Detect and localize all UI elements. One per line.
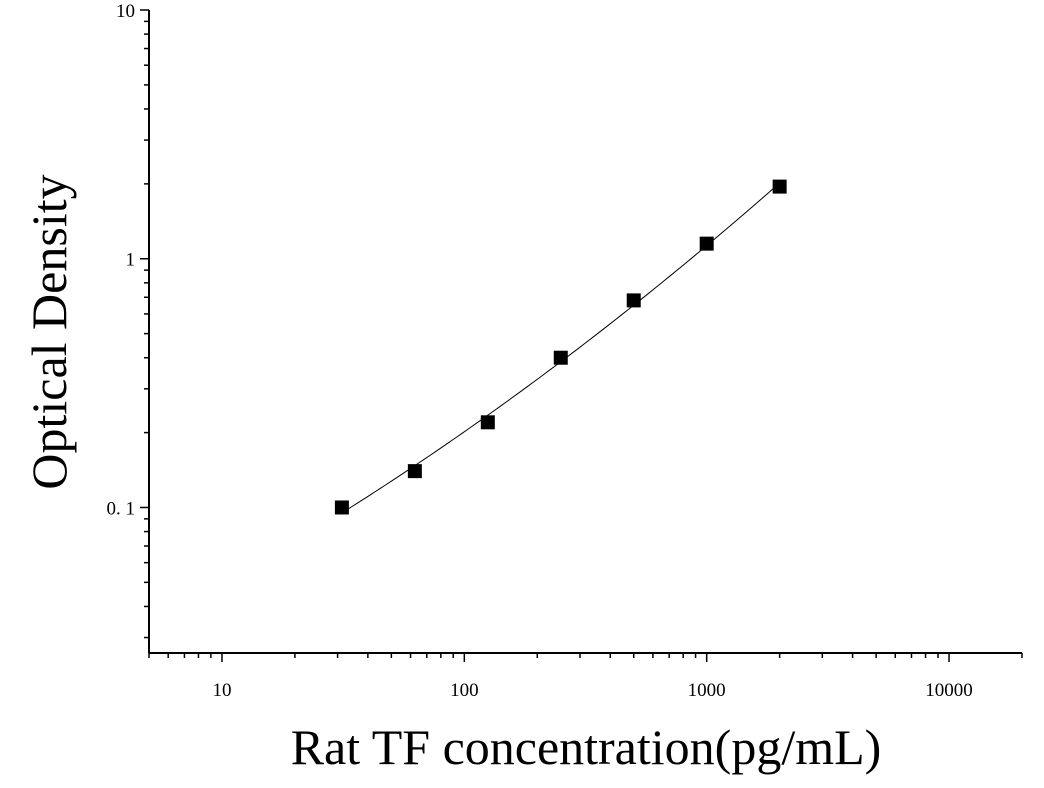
data-points	[334, 179, 787, 515]
data-point	[699, 236, 714, 251]
axes	[148, 10, 1022, 654]
y-tick-label: 0. 1	[107, 498, 136, 519]
x-axis-ticks	[148, 653, 1023, 662]
x-tick-label: 10000	[925, 680, 973, 701]
y-tick-label: 1	[126, 250, 136, 271]
y-axis-ticks	[140, 9, 149, 639]
data-point	[772, 179, 787, 194]
data-point	[480, 415, 495, 430]
data-point	[626, 293, 641, 308]
x-tick-label: 10	[212, 680, 231, 701]
y-axis-tick-labels: 0. 1 1 10	[107, 1, 136, 519]
y-tick-label: 10	[116, 1, 135, 22]
x-axis-tick-labels: 10 100 1000 10000	[212, 680, 972, 701]
data-point	[407, 464, 422, 479]
x-tick-label: 1000	[688, 680, 726, 701]
y-axis-title: Optical Density	[21, 174, 77, 489]
fit-curve	[341, 182, 780, 514]
x-tick-label: 100	[450, 680, 479, 701]
x-axis-title: Rat TF concentration(pg/mL)	[291, 719, 882, 775]
data-point	[334, 500, 349, 515]
data-point	[553, 350, 568, 365]
